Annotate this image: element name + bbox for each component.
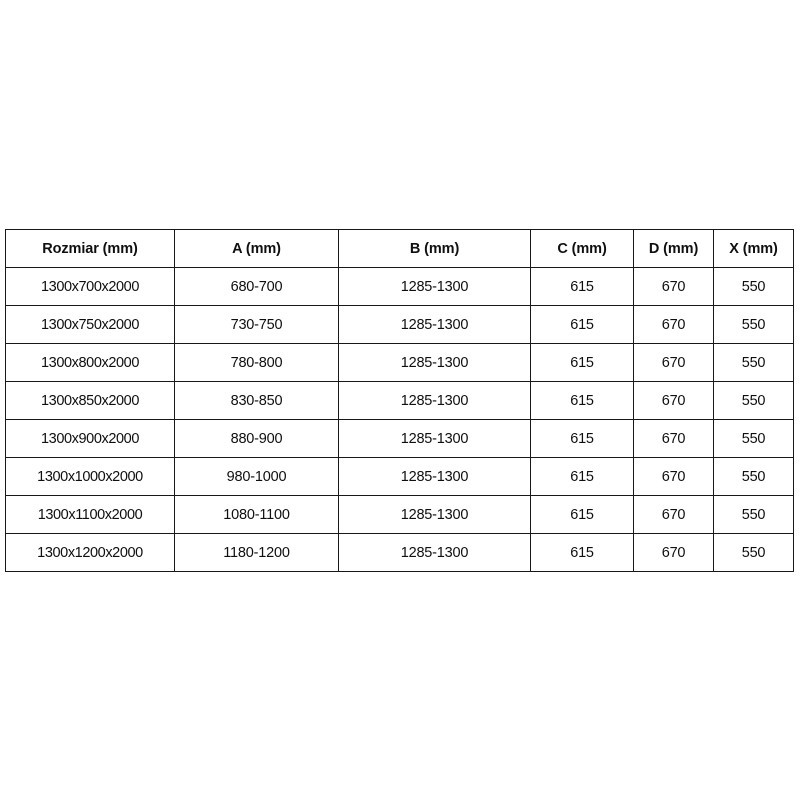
cell-c: 615	[530, 381, 634, 420]
dimensions-table-container: Rozmiar (mm) A (mm) B (mm) C (mm) D (mm)…	[5, 229, 794, 572]
cell-rozmiar: 1300x900x2000	[5, 419, 175, 458]
cell-a: 830-850	[174, 381, 339, 420]
table-header: Rozmiar (mm) A (mm) B (mm) C (mm) D (mm)…	[5, 229, 794, 268]
cell-x: 550	[713, 305, 794, 344]
column-header-d: D (mm)	[633, 229, 714, 268]
table-header-row: Rozmiar (mm) A (mm) B (mm) C (mm) D (mm)…	[5, 229, 794, 268]
cell-d: 670	[633, 305, 714, 344]
dimensions-table: Rozmiar (mm) A (mm) B (mm) C (mm) D (mm)…	[5, 229, 794, 572]
column-header-b: B (mm)	[338, 229, 531, 268]
column-header-rozmiar: Rozmiar (mm)	[5, 229, 175, 268]
cell-d: 670	[633, 267, 714, 306]
cell-x: 550	[713, 381, 794, 420]
cell-rozmiar: 1300x800x2000	[5, 343, 175, 382]
table-row: 1300x1000x2000 980-1000 1285-1300 615 67…	[5, 457, 794, 496]
cell-x: 550	[713, 533, 794, 572]
cell-b: 1285-1300	[338, 457, 531, 496]
cell-x: 550	[713, 457, 794, 496]
column-header-x: X (mm)	[713, 229, 794, 268]
table-body: 1300x700x2000 680-700 1285-1300 615 670 …	[5, 267, 794, 572]
cell-x: 550	[713, 343, 794, 382]
cell-a: 1080-1100	[174, 495, 339, 534]
cell-b: 1285-1300	[338, 495, 531, 534]
cell-a: 880-900	[174, 419, 339, 458]
cell-c: 615	[530, 457, 634, 496]
cell-rozmiar: 1300x1100x2000	[5, 495, 175, 534]
cell-d: 670	[633, 381, 714, 420]
cell-d: 670	[633, 533, 714, 572]
cell-d: 670	[633, 419, 714, 458]
cell-c: 615	[530, 267, 634, 306]
cell-a: 730-750	[174, 305, 339, 344]
cell-b: 1285-1300	[338, 533, 531, 572]
cell-b: 1285-1300	[338, 343, 531, 382]
table-row: 1300x900x2000 880-900 1285-1300 615 670 …	[5, 419, 794, 458]
table-row: 1300x800x2000 780-800 1285-1300 615 670 …	[5, 343, 794, 382]
cell-a: 680-700	[174, 267, 339, 306]
cell-rozmiar: 1300x1200x2000	[5, 533, 175, 572]
table-row: 1300x1200x2000 1180-1200 1285-1300 615 6…	[5, 533, 794, 572]
cell-c: 615	[530, 305, 634, 344]
column-header-a: A (mm)	[174, 229, 339, 268]
cell-rozmiar: 1300x750x2000	[5, 305, 175, 344]
cell-rozmiar: 1300x1000x2000	[5, 457, 175, 496]
cell-b: 1285-1300	[338, 419, 531, 458]
table-row: 1300x750x2000 730-750 1285-1300 615 670 …	[5, 305, 794, 344]
cell-d: 670	[633, 457, 714, 496]
cell-rozmiar: 1300x850x2000	[5, 381, 175, 420]
cell-x: 550	[713, 419, 794, 458]
cell-d: 670	[633, 343, 714, 382]
cell-c: 615	[530, 419, 634, 458]
cell-b: 1285-1300	[338, 267, 531, 306]
cell-x: 550	[713, 495, 794, 534]
cell-a: 980-1000	[174, 457, 339, 496]
table-row: 1300x850x2000 830-850 1285-1300 615 670 …	[5, 381, 794, 420]
column-header-c: C (mm)	[530, 229, 634, 268]
cell-d: 670	[633, 495, 714, 534]
cell-x: 550	[713, 267, 794, 306]
cell-rozmiar: 1300x700x2000	[5, 267, 175, 306]
cell-c: 615	[530, 343, 634, 382]
table-row: 1300x700x2000 680-700 1285-1300 615 670 …	[5, 267, 794, 306]
cell-a: 1180-1200	[174, 533, 339, 572]
cell-c: 615	[530, 533, 634, 572]
cell-b: 1285-1300	[338, 305, 531, 344]
cell-b: 1285-1300	[338, 381, 531, 420]
cell-c: 615	[530, 495, 634, 534]
table-row: 1300x1100x2000 1080-1100 1285-1300 615 6…	[5, 495, 794, 534]
cell-a: 780-800	[174, 343, 339, 382]
